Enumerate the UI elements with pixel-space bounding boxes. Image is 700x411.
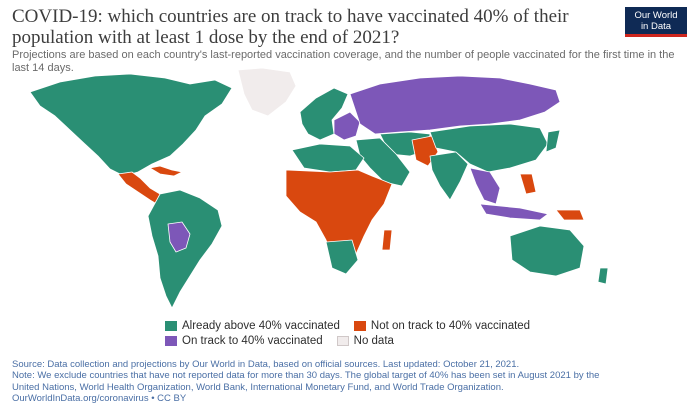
map-region [325, 239, 359, 275]
footer-url-link[interactable]: OurWorldInData.org/coronavirus • CC BY [12, 393, 187, 405]
map-region [285, 169, 393, 267]
footer-note-1: Note: We exclude countries that have not… [12, 370, 600, 382]
legend-swatch-on-track [165, 335, 177, 346]
map-region [299, 87, 349, 141]
legend-row-1: Already above 40% vaccinated Not on trac… [165, 318, 565, 333]
legend-label-no-data: No data [353, 334, 394, 347]
legend-item-not-on-track[interactable]: Not on track to 40% vaccinated [353, 319, 531, 332]
owid-logo[interactable]: Our World in Data [625, 7, 687, 37]
map-region [349, 75, 561, 135]
footer-note-2: United Nations, World Health Organizatio… [12, 381, 504, 393]
map-region [355, 137, 411, 187]
map-legend: Already above 40% vaccinated Not on trac… [165, 318, 565, 348]
map-region [149, 165, 183, 177]
legend-row-2: On track to 40% vaccinated No data [165, 333, 565, 348]
chart-subtitle: Projections are based on each country's … [12, 49, 675, 74]
map-region [479, 203, 549, 221]
logo-line-1: Our World [634, 10, 678, 21]
map-region [469, 167, 501, 205]
map-region [147, 189, 223, 309]
footer-source: Source: Data collection and projections … [12, 359, 520, 370]
chart-title: COVID-19: which countries are on track t… [12, 6, 569, 48]
legend-label-above: Already above 40% vaccinated [182, 319, 340, 332]
legend-item-on-track[interactable]: On track to 40% vaccinated [165, 335, 323, 347]
map-region [545, 129, 561, 153]
map-region [333, 111, 361, 141]
legend-item-above[interactable]: Already above 40% vaccinated [165, 320, 340, 332]
map-region [429, 151, 469, 201]
logo-accent-bar [625, 34, 687, 37]
chart-footer: Source: Data collection and projections … [12, 359, 692, 405]
legend-swatch-no-data [336, 335, 349, 346]
legend-swatch-not-on-track [353, 320, 366, 331]
map-region [381, 229, 393, 251]
logo-line-2: in Data [640, 21, 672, 32]
map-region [519, 173, 537, 195]
map-region [167, 221, 191, 253]
map-region [597, 267, 609, 285]
legend-label-not-on-track: Not on track to 40% vaccinated [370, 319, 531, 332]
map-region [509, 225, 585, 277]
legend-item-no-data[interactable]: No data [336, 334, 394, 347]
map-region [429, 123, 549, 173]
world-map[interactable] [0, 64, 700, 314]
legend-label-on-track: On track to 40% vaccinated [182, 334, 323, 347]
map-region [29, 73, 233, 177]
map-region [291, 143, 365, 173]
map-region [237, 67, 297, 117]
map-region [555, 209, 585, 221]
legend-swatch-above [165, 320, 177, 331]
